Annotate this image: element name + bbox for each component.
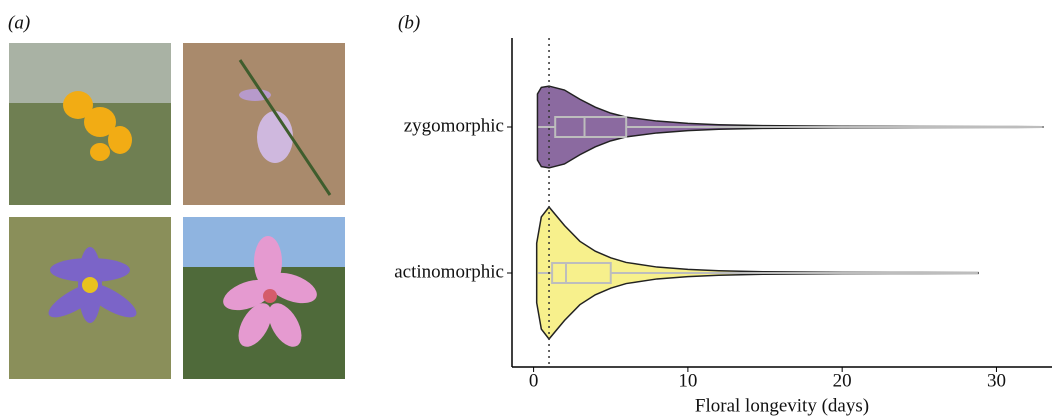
panel-label: (a): [8, 12, 30, 33]
violin-half: [537, 86, 1042, 127]
x-tick-label: 30: [987, 370, 1006, 391]
photo-sky: [9, 43, 171, 103]
x-tick-label: 20: [833, 370, 852, 391]
photo-grid: [9, 43, 345, 379]
panel-label: (b): [398, 12, 420, 33]
x-tick-label: 0: [529, 370, 539, 391]
y-tick-label: actinomorphic: [394, 261, 504, 282]
x-tick-label: 10: [678, 370, 697, 391]
figure: (a) (b) Floral longevity (days) 0 10 20 30 z…: [0, 0, 1056, 417]
y-tick-label: zygomorphic: [404, 115, 504, 136]
violin-half: [537, 127, 1042, 168]
x-axis-title: Floral longevity (days): [695, 395, 869, 416]
